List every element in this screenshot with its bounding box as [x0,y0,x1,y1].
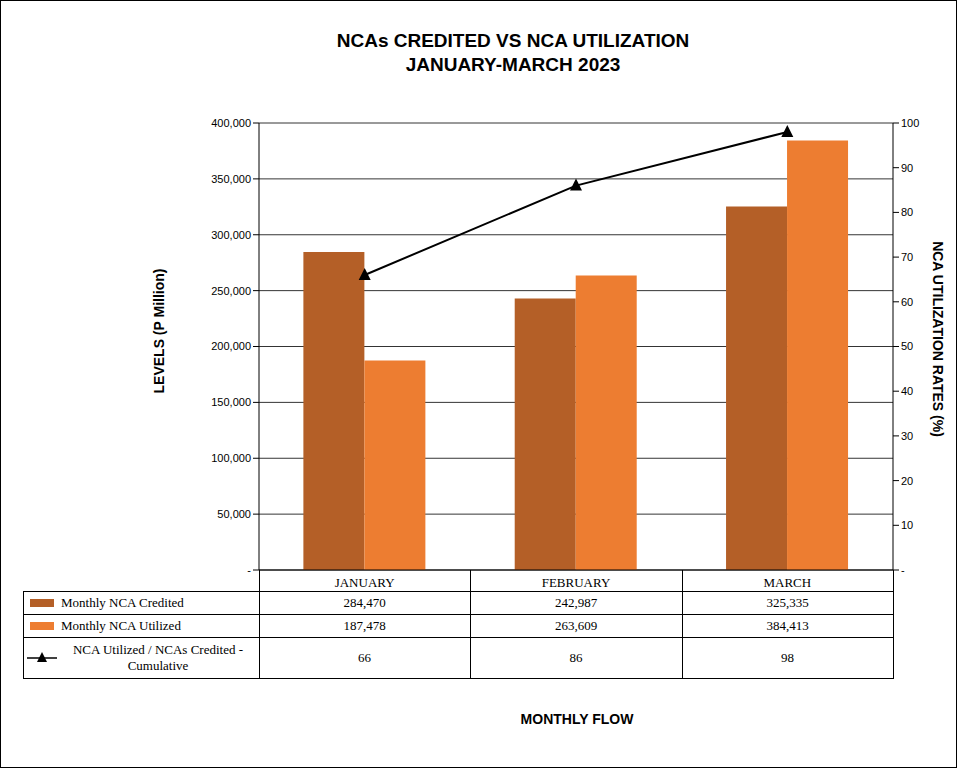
svg-text:JANUARY: JANUARY [335,575,396,590]
html-text:JANUARY-MARCH 2023: JANUARY-MARCH 2023 [405,54,621,75]
html-text:86: 86 [569,649,583,665]
svg-text:10: 10 [901,519,913,531]
html-text:LEVELS (P Million): LEVELS (P Million) [151,268,167,394]
html-text:NCAs CREDITED VS NCA UTILIZATI: NCAs CREDITED VS NCA UTILIZATION [336,30,690,51]
svg-text:50,000: 50,000 [217,508,251,520]
svg-text:30: 30 [901,430,913,442]
svg-text:150,000: 150,000 [211,396,251,408]
svg-text:300,000: 300,000 [211,229,251,241]
svg-text:80: 80 [901,206,913,218]
html-text:263,609: 263,609 [554,617,598,633]
svg-text:FEBRUARY: FEBRUARY [542,575,611,590]
html-text:MONTHLY FLOW: MONTHLY FLOW [520,711,634,727]
svg-text:70: 70 [901,251,913,263]
svg-text:250,000: 250,000 [211,285,251,297]
html-text:384,413: 384,413 [766,617,809,633]
html-text:Monthly NCA Credited: Monthly NCA Credited [61,594,184,610]
html-text:325,335: 325,335 [766,594,809,610]
svg-text:-: - [901,564,905,576]
svg-text:40: 40 [901,385,913,397]
svg-text:90: 90 [901,162,913,174]
svg-text:400,000: 400,000 [211,117,251,129]
html-text:284,470: 284,470 [343,594,386,610]
svg-text:100,000: 100,000 [211,452,251,464]
svg-text:MARCH: MARCH [763,575,811,590]
html-text:66: 66 [358,649,371,665]
svg-text:20: 20 [901,475,913,487]
svg-text:100: 100 [901,117,919,129]
html-text:NCA Utilized / NCAs Credited -: NCA Utilized / NCAs Credited - Cumulativ… [73,641,243,673]
html-text:242,987: 242,987 [554,594,598,610]
svg-text:60: 60 [901,296,913,308]
html-text:98: 98 [781,649,794,665]
svg-text:200,000: 200,000 [211,340,251,352]
html-text:NCA UTILIZATION RATES (%): NCA UTILIZATION RATES (%) [930,241,946,437]
svg-text:50: 50 [901,340,913,352]
svg-text:350,000: 350,000 [211,173,251,185]
svg-text:-: - [247,564,251,576]
html-text:187,478: 187,478 [343,617,386,633]
html-text:Monthly NCA Utilized: Monthly NCA Utilized [61,617,181,633]
